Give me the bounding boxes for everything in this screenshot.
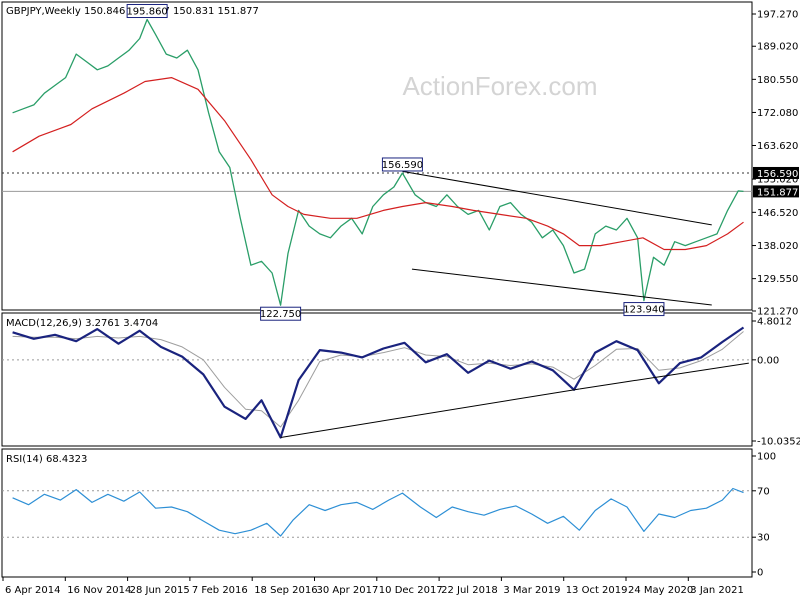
price-line bbox=[12, 18, 744, 306]
price-y-tick-label-0: 197.270 bbox=[757, 10, 798, 21]
price-y-tick-label-3: 172.080 bbox=[757, 108, 798, 119]
annotation-label-1: 122.750 bbox=[260, 309, 301, 320]
rsi-y-tick-label-1: 70 bbox=[757, 486, 770, 497]
rsi-panel-frame bbox=[1, 448, 753, 578]
price-y-tick-label-7: 138.020 bbox=[757, 241, 798, 252]
macd-trendline-1 bbox=[579, 362, 749, 390]
x-axis-label-6: 10 Dec 2017 bbox=[379, 585, 443, 596]
x-axis-label-1: 16 Nov 2014 bbox=[67, 585, 131, 596]
x-axis-label-0: 6 Apr 2014 bbox=[5, 585, 60, 596]
x-axis-label-5: 30 Apr 2017 bbox=[317, 585, 379, 596]
price-y-tick-label-5: 155.020 bbox=[757, 175, 798, 186]
trendlines-layer bbox=[280, 170, 749, 438]
price-panel-frame bbox=[1, 1, 753, 311]
resistance-price-label: 156.590 bbox=[757, 169, 798, 180]
macd-trendline-0 bbox=[280, 388, 580, 438]
x-axis-label-4: 18 Sep 2016 bbox=[254, 585, 317, 596]
annotation-box-3 bbox=[623, 302, 665, 317]
macd-panel-frame bbox=[1, 312, 753, 447]
moving-average-line bbox=[12, 76, 744, 251]
macd-y-tick-label-2: -10.0352 bbox=[757, 437, 800, 448]
annotation-label-2: 156.590 bbox=[382, 160, 423, 171]
price-y-tick-label-6: 146.520 bbox=[757, 208, 798, 219]
price-y-tick-label-8: 129.550 bbox=[757, 274, 798, 285]
x-axis-label-10: 24 May 2020 bbox=[628, 585, 693, 596]
series-layer bbox=[12, 18, 745, 537]
x-axis-label-8: 3 Mar 2019 bbox=[503, 585, 560, 596]
macd-header-label: MACD(12,26,9) 3.2761 3.4704 bbox=[6, 318, 158, 329]
price-y-tick-label-1: 189.020 bbox=[757, 42, 798, 53]
price-y-tick-label-9: 121.270 bbox=[757, 307, 798, 318]
price-trendline-0 bbox=[402, 170, 712, 226]
watermark: ActionForex.com bbox=[402, 71, 597, 101]
macd-y-tick-label-0: 4.8012 bbox=[757, 317, 792, 328]
current-price-box bbox=[753, 185, 799, 198]
macd-line bbox=[12, 326, 745, 439]
rsi-y-tick-label-3: 0 bbox=[757, 568, 763, 579]
labels-layer: 197.270 189.020 180.550 172.080 163.620 155.0… bbox=[5, 4, 800, 596]
rsi-line bbox=[12, 487, 744, 537]
current-price-label: 151.877 bbox=[757, 187, 798, 198]
annotation-label-0: 195.860 bbox=[126, 7, 167, 18]
price-y-tick-label-4: 163.620 bbox=[757, 141, 798, 152]
rsi-header-label: RSI(14) 68.4323 bbox=[6, 454, 87, 465]
annotation-box-0 bbox=[126, 4, 168, 19]
price-trendline-1 bbox=[411, 268, 712, 306]
price-y-tick-label-2: 180.550 bbox=[757, 75, 798, 86]
x-axis-label-9: 13 Oct 2019 bbox=[566, 585, 628, 596]
annotation-label-3: 123.940 bbox=[623, 305, 664, 316]
x-axis-label-7: 22 Jul 2018 bbox=[441, 585, 498, 596]
grid-lines bbox=[2, 13, 756, 581]
x-axis-label-11: 3 Jan 2021 bbox=[690, 585, 744, 596]
resistance-price-box bbox=[753, 166, 799, 179]
x-axis-label-2: 28 Jun 2015 bbox=[130, 585, 190, 596]
macd-y-tick-label-1: 0.00 bbox=[757, 355, 779, 366]
x-axis-label-3: 7 Feb 2016 bbox=[192, 585, 248, 596]
annotation-box-2 bbox=[381, 157, 423, 172]
annotation-box-1 bbox=[260, 306, 302, 321]
rsi-y-tick-label-0: 100 bbox=[757, 452, 776, 463]
macd-signal-line bbox=[12, 331, 744, 428]
rsi-y-tick-label-2: 30 bbox=[757, 533, 770, 544]
